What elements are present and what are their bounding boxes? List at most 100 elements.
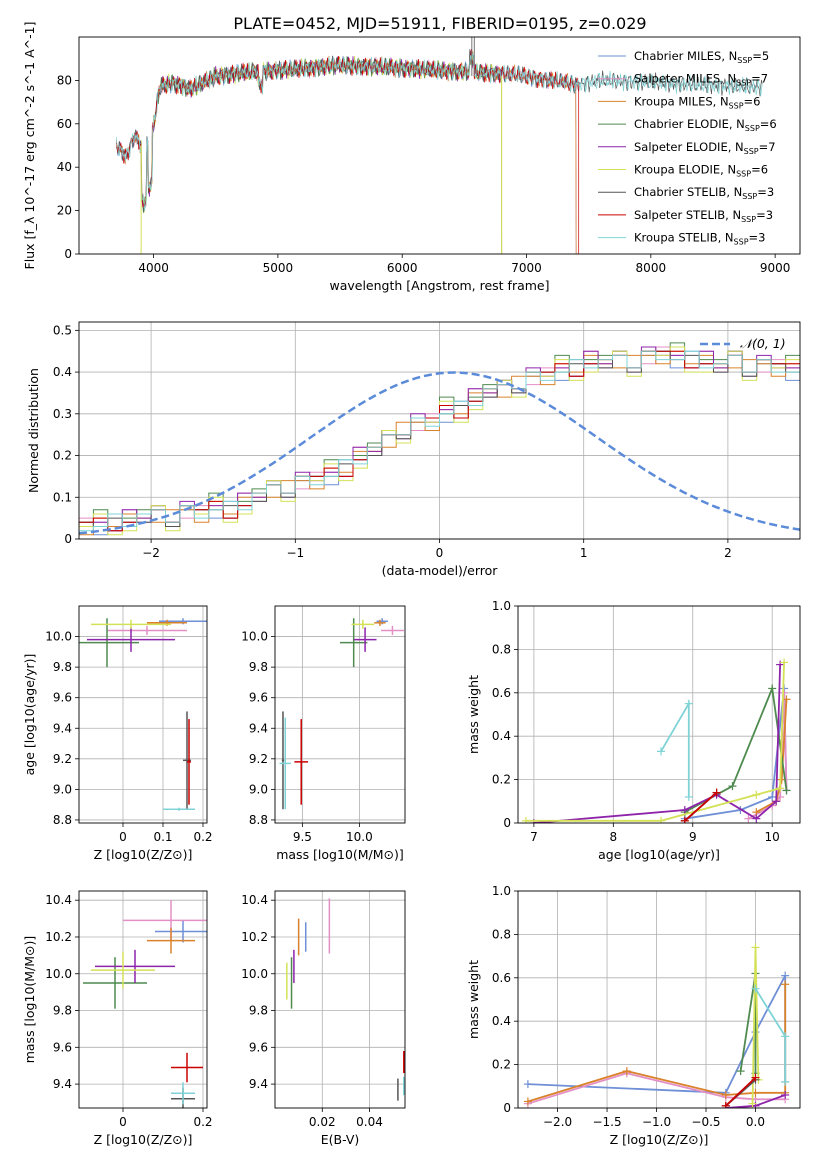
x-axis-label: Z [log10(Z/Z⊙)]	[94, 847, 193, 862]
y-tick-label: 10.2	[45, 930, 72, 944]
x-tick-label: 8	[610, 830, 618, 844]
y-tick-label: 0	[503, 816, 511, 830]
x-axis-label: Z [log10(Z/Z⊙)]	[610, 1132, 709, 1147]
x-tick-label: 9.5	[293, 830, 312, 844]
x-tick-label: 7	[530, 830, 538, 844]
y-tick-label: 9.4	[249, 1077, 268, 1091]
x-tick-label: 8000	[636, 261, 667, 275]
y-axis-label: mass [log10(M/M⊙)]	[22, 936, 37, 1064]
panel-mass_vs_ebv: 0.02 0.04 9.4 9.6 9.8 10.0 10.2 10.4 E(B-V)	[241, 890, 406, 1147]
y-tick-label: 9.8	[249, 660, 268, 674]
panel-weight_vs_Z: −2.0 −1.5 −1.0 −0.5 0.0 0 0.2 0.4 0.6 0.8 1.0 Z [lo…	[466, 884, 801, 1147]
x-tick-label: 1	[580, 546, 588, 560]
x-tick-label: 7000	[511, 261, 542, 275]
y-tick-label: 0.5	[53, 323, 72, 337]
weight-line	[684, 688, 788, 820]
x-tick-label: −2	[142, 546, 160, 560]
x-tick-label: 0.0	[746, 1115, 765, 1129]
y-tick-label: 8.8	[249, 813, 268, 827]
legend-count: =6	[751, 163, 768, 177]
x-tick-label: 10.0	[346, 830, 373, 844]
x-tick-label: 0.02	[309, 1115, 336, 1129]
axes-frame	[78, 36, 801, 255]
panel-residual_hist: −2 −1 0 1 2 0 0.1 0.2 0.3 0.4 0.5 (data-model)/erro…	[26, 321, 801, 578]
y-tick-label: 0.4	[492, 729, 511, 743]
y-tick-label: 9.6	[53, 691, 72, 705]
y-tick-label: 10.0	[45, 967, 72, 981]
y-tick-label: 9.2	[53, 752, 72, 766]
legend-subscript: SSP	[736, 79, 751, 88]
x-tick-label: 9	[689, 830, 697, 844]
y-tick-label: 8.8	[53, 813, 72, 827]
plot-area-weight_vs_age	[521, 658, 791, 823]
errorbar-salpeter-stelib	[187, 719, 191, 805]
y-tick-label: 9.6	[249, 691, 268, 705]
legend-count: =3	[756, 208, 773, 222]
hist-step-kroupa-stelib	[79, 350, 800, 539]
x-axis-label: mass [log10(M/M⊙)]	[276, 847, 404, 862]
y-axis-label: age [log10(age/yr)]	[22, 654, 37, 776]
hist-step-chabrier-miles	[79, 350, 800, 539]
y-tick-label: 60	[57, 117, 72, 131]
errorbar-kroupa-stelib	[279, 717, 291, 810]
legend-subscript: SSP	[736, 170, 751, 179]
y-axis-label: Normed distribution	[26, 368, 41, 493]
legend-label: Salpeter ELODIE, NSSP=7	[634, 140, 776, 156]
weight-line-kroupa-elodie	[748, 943, 763, 1108]
legend-subscript: SSP	[734, 238, 749, 247]
legend-subscript: SSP	[737, 56, 752, 65]
y-tick-label: 0.2	[53, 449, 72, 463]
errorbar-chabrier-stelib	[281, 711, 285, 810]
plot-area-mass_vs_ebv	[286, 898, 405, 1101]
legend-label: Kroupa STELIB, NSSP=3	[634, 231, 765, 247]
x-tick-label: 0.1	[153, 830, 172, 844]
legend-count: =3	[749, 231, 766, 245]
y-tick-label: 40	[57, 160, 72, 174]
errorbar-salpeter-stelib	[294, 719, 309, 805]
y-tick-label: 0	[64, 532, 72, 546]
y-tick-label: 0.4	[53, 365, 72, 379]
axes-frame	[517, 890, 801, 1109]
axes-frame	[78, 890, 208, 1109]
x-axis-label: E(B-V)	[321, 1132, 360, 1147]
axes-frame	[274, 605, 406, 824]
panels: 4000 5000 6000 7000 8000 9000020406080wavelen…	[22, 22, 801, 1147]
y-tick-label: 10.0	[241, 967, 268, 981]
weight-line	[660, 700, 690, 797]
y-tick-label: 80	[57, 73, 72, 87]
x-tick-label: 0	[436, 546, 444, 560]
y-tick-label: 0.8	[492, 927, 511, 941]
y-tick-label: 9.0	[53, 782, 72, 796]
legend-subscript: SSP	[745, 124, 760, 133]
y-tick-label: 0.3	[53, 407, 72, 421]
legend-count: =7	[759, 140, 776, 154]
legend-count: =3	[757, 185, 774, 199]
y-tick-label: 0.2	[492, 1058, 511, 1072]
y-tick-label: 0.2	[492, 773, 511, 787]
errorbar-kroupa-stelib	[163, 807, 195, 811]
x-tick-label: −2.0	[543, 1115, 572, 1129]
x-axis-label: (data-model)/error	[382, 563, 499, 578]
errorbar-kroupa-miles	[147, 927, 195, 954]
legend-count: =5	[752, 49, 769, 63]
legend-count: =7	[751, 72, 768, 86]
y-tick-label: 9.4	[249, 721, 268, 735]
legend-subscript: SSP	[742, 192, 757, 201]
weight-line	[525, 662, 785, 822]
x-tick-label: 0	[119, 1115, 127, 1129]
plot-area-weight_vs_Z	[523, 943, 790, 1108]
errorbar-salpeter-elodie	[95, 949, 175, 983]
y-tick-label: 9.2	[249, 752, 268, 766]
plot-area-mass_vs_Z	[83, 900, 207, 1108]
x-axis-label: wavelength [Angstrom, rest frame]	[329, 278, 549, 293]
y-tick-label: 0.8	[492, 642, 511, 656]
weight-line	[684, 791, 718, 822]
hist-step-salpeter-stelib	[79, 350, 800, 539]
x-tick-label: 10	[765, 830, 780, 844]
y-tick-label: 9.8	[53, 660, 72, 674]
y-tick-label: 20	[57, 204, 72, 218]
axes-frame	[78, 605, 208, 824]
y-tick-label: 10.0	[45, 630, 72, 644]
y-tick-label: 1.0	[492, 884, 511, 898]
